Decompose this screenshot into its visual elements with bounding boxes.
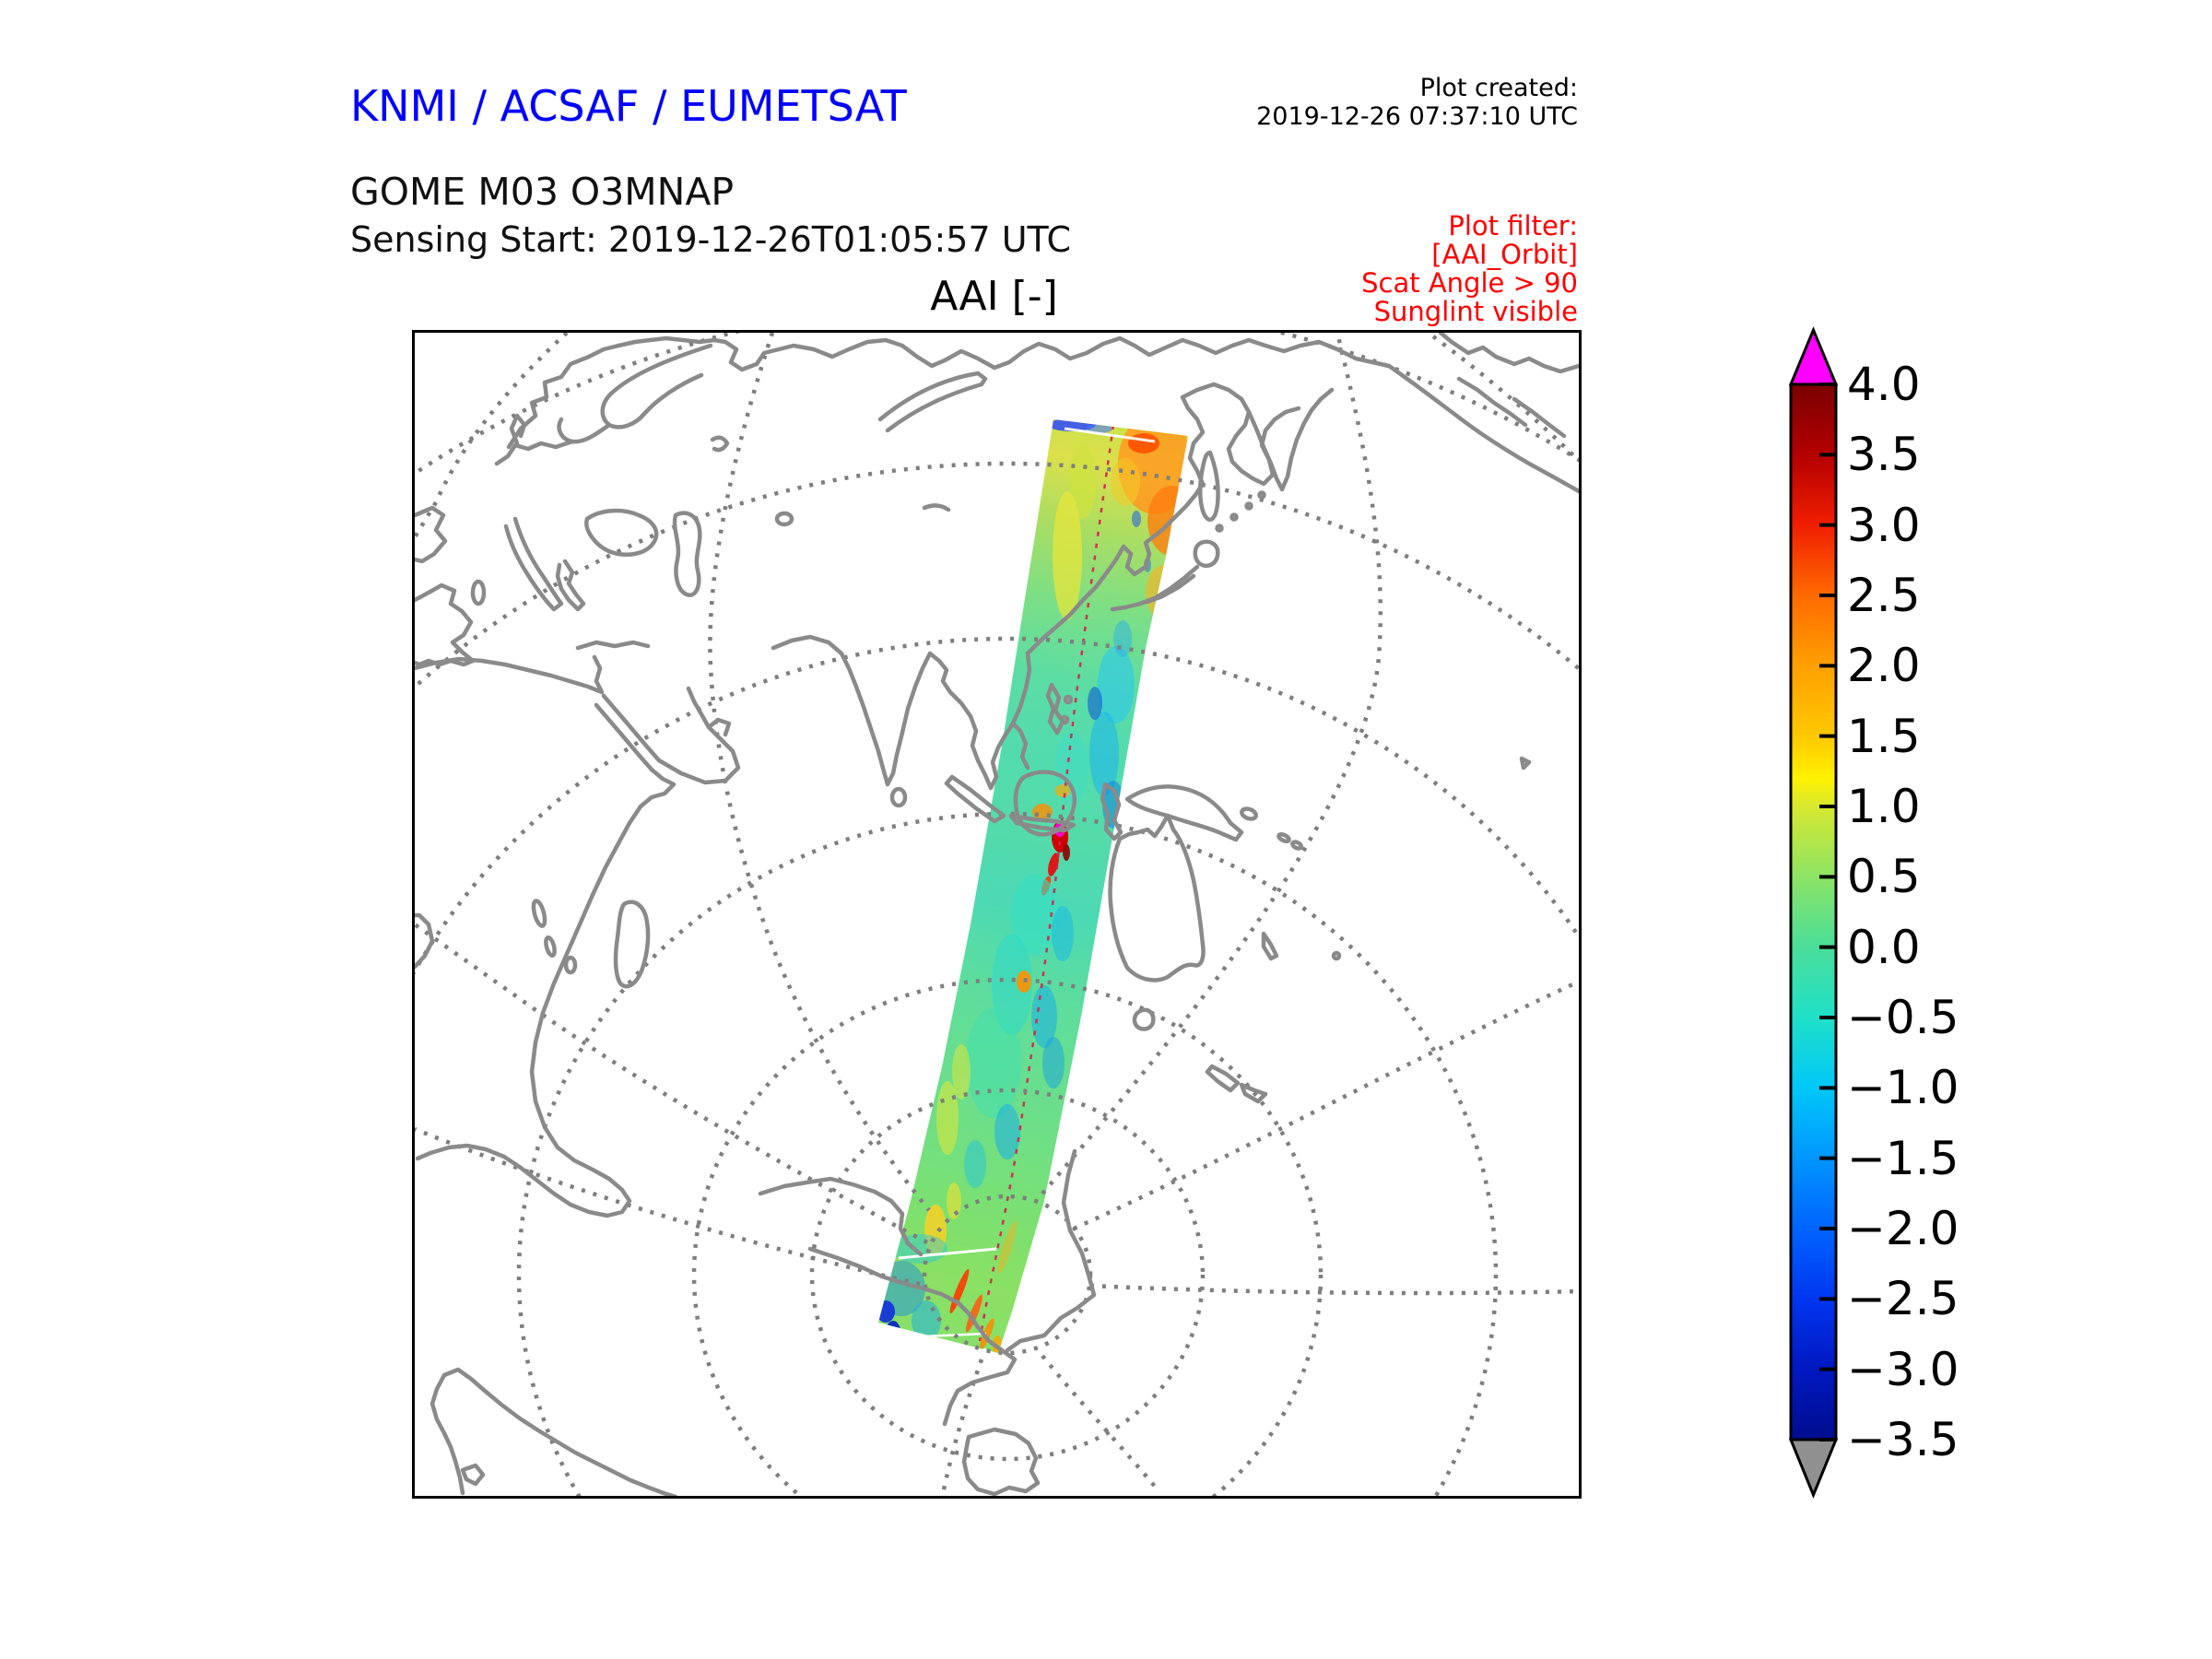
map-plot — [415, 333, 1579, 1496]
colorbar — [1788, 326, 1839, 1499]
map-frame — [412, 330, 1582, 1499]
plot-created-timestamp: 2019-12-26 07:37:10 UTC — [1256, 102, 1578, 131]
colorbar-gradient-bar — [1789, 382, 1838, 1441]
orbit-track-line — [978, 424, 1115, 1342]
colorbar-ticks — [1819, 382, 1835, 1441]
scan-gap-line — [1064, 427, 1156, 443]
scan-gap-line — [947, 1348, 987, 1353]
colorbar-over-arrow — [1788, 326, 1839, 386]
scan-gap-line — [898, 1247, 997, 1260]
plot-filter-line: Scat Angle > 90 — [1361, 267, 1578, 299]
product-name: GOME M03 O3MNAP — [350, 170, 735, 214]
coastlines — [415, 333, 1579, 1496]
org-title: KNMI / ACSAF / EUMETSAT — [350, 81, 907, 131]
colorbar-under-arrow — [1788, 1438, 1839, 1499]
plot-created-label: Plot created: — [1419, 74, 1578, 102]
satellite-swath — [878, 419, 1188, 1353]
plot-created-block: Plot created: 2019-12-26 07:37:10 UTC — [1256, 74, 1578, 131]
plot-filter-line: [AAI_Orbit] — [1431, 239, 1578, 270]
plot-filter-line: Plot filter: — [1448, 210, 1578, 241]
plot-filter-line: Sunglint visible — [1373, 296, 1578, 327]
plot-filter-block: Plot filter: [AAI_Orbit] Scat Angle > 90 Su… — [1361, 212, 1578, 326]
map-title: AAI [-] — [930, 273, 1058, 320]
sensing-start: Sensing Start: 2019-12-26T01:05:57 UTC — [350, 219, 1072, 260]
graticule — [415, 333, 1579, 1496]
